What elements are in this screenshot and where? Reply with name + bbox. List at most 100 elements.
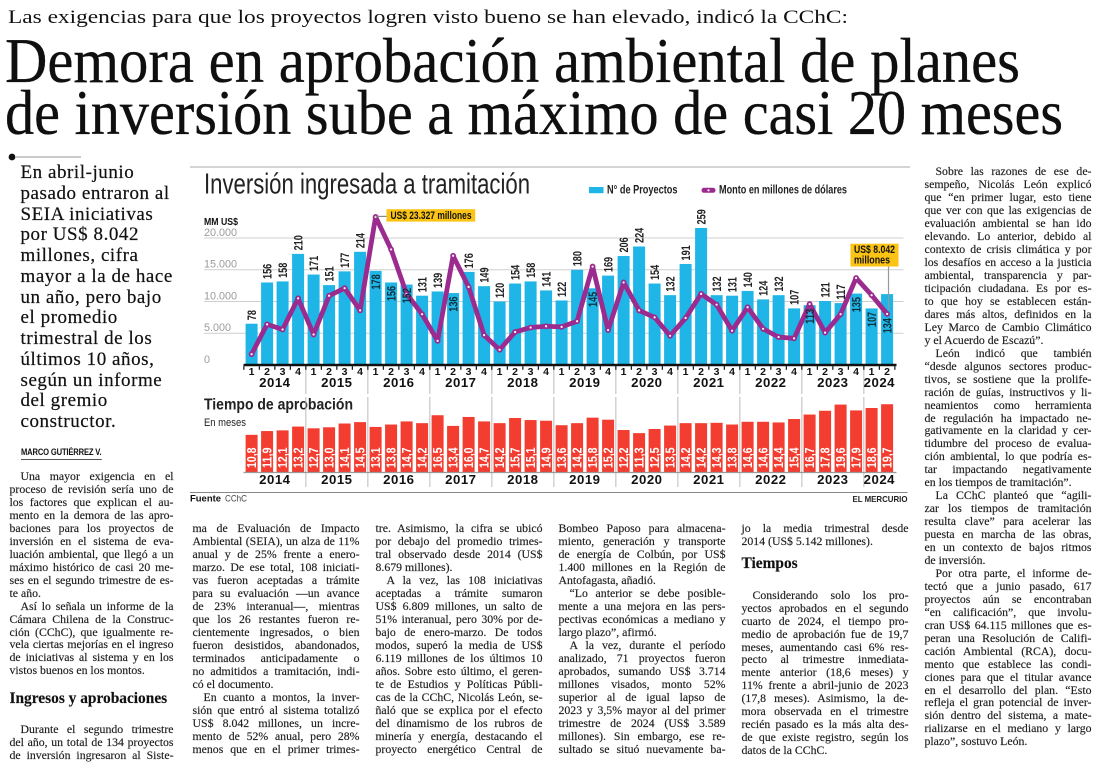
svg-text:13,5: 13,5 [664, 448, 678, 469]
svg-text:2022: 2022 [755, 375, 786, 390]
svg-text:1: 1 [249, 366, 255, 378]
svg-text:2015: 2015 [321, 472, 352, 487]
svg-text:Tiempo de aprobación: Tiempo de aprobación [204, 397, 353, 414]
svg-text:2022: 2022 [755, 472, 786, 487]
svg-text:4: 4 [791, 366, 797, 378]
svg-text:2015: 2015 [321, 375, 352, 390]
svg-text:14,5: 14,5 [354, 448, 368, 469]
svg-text:132: 132 [774, 276, 786, 291]
svg-text:121: 121 [820, 282, 832, 298]
svg-text:2: 2 [574, 366, 580, 378]
svg-text:2020: 2020 [631, 472, 662, 487]
svg-text:136: 136 [448, 297, 460, 312]
svg-text:4: 4 [295, 366, 301, 378]
svg-text:2023: 2023 [817, 472, 848, 487]
svg-text:2021: 2021 [693, 472, 724, 487]
svg-text:2: 2 [698, 366, 704, 378]
svg-text:131: 131 [727, 277, 739, 293]
svg-text:13,2: 13,2 [292, 448, 306, 469]
svg-text:2019: 2019 [569, 375, 600, 390]
svg-text:1: 1 [435, 366, 441, 378]
svg-text:14,1: 14,1 [338, 448, 352, 469]
svg-text:1: 1 [497, 366, 503, 378]
svg-text:78: 78 [247, 310, 259, 321]
svg-text:millones: millones [854, 255, 890, 267]
svg-text:2: 2 [388, 366, 394, 378]
svg-text:18,6: 18,6 [865, 448, 879, 469]
svg-text:16,7: 16,7 [803, 448, 817, 469]
svg-text:1: 1 [621, 366, 627, 378]
svg-text:158: 158 [526, 262, 538, 278]
svg-text:141: 141 [541, 271, 553, 287]
svg-text:17,9: 17,9 [850, 448, 864, 469]
svg-text:124: 124 [758, 280, 770, 296]
svg-text:2: 2 [512, 366, 518, 378]
svg-text:13,1: 13,1 [369, 448, 383, 469]
svg-text:206: 206 [619, 237, 631, 252]
svg-text:210: 210 [293, 235, 305, 250]
svg-text:156: 156 [386, 286, 398, 301]
svg-text:107: 107 [789, 290, 801, 305]
svg-text:3: 3 [342, 366, 348, 378]
svg-text:3: 3 [590, 366, 596, 378]
svg-text:14,3: 14,3 [710, 448, 724, 469]
svg-text:2: 2 [264, 366, 270, 378]
svg-text:3: 3 [652, 366, 658, 378]
svg-text:1: 1 [373, 366, 379, 378]
svg-text:4: 4 [667, 366, 673, 378]
svg-text:1: 1 [559, 366, 565, 378]
svg-text:2: 2 [884, 366, 890, 378]
svg-text:US$ 8.042: US$ 8.042 [854, 244, 895, 256]
svg-text:20.000: 20.000 [204, 227, 237, 239]
svg-text:19,7: 19,7 [881, 448, 895, 469]
svg-text:177: 177 [340, 253, 352, 268]
svg-text:0: 0 [204, 354, 210, 366]
svg-text:US$ 23.327 millones: US$ 23.327 millones [391, 210, 472, 222]
svg-text:4: 4 [357, 366, 363, 378]
svg-text:MM US$: MM US$ [204, 216, 238, 228]
svg-text:169: 169 [603, 257, 615, 272]
svg-text:117: 117 [836, 284, 848, 299]
svg-text:Monto en millones de dólares: Monto en millones de dólares [719, 185, 847, 197]
svg-text:4: 4 [481, 366, 487, 378]
svg-text:4: 4 [605, 366, 611, 378]
svg-text:149: 149 [479, 267, 491, 282]
svg-text:13,8: 13,8 [385, 448, 399, 469]
svg-text:131: 131 [417, 277, 429, 293]
svg-text:2017: 2017 [445, 472, 476, 487]
svg-text:3: 3 [404, 366, 410, 378]
svg-text:5.000: 5.000 [204, 322, 231, 334]
svg-text:12,7: 12,7 [307, 448, 321, 469]
svg-text:14,6: 14,6 [741, 448, 755, 469]
svg-text:2: 2 [760, 366, 766, 378]
svg-text:N° de Proyectos: N° de Proyectos [607, 185, 678, 197]
svg-text:12,2: 12,2 [617, 448, 631, 469]
svg-text:156: 156 [262, 264, 274, 279]
svg-text:145: 145 [588, 291, 600, 307]
svg-text:15,7: 15,7 [508, 448, 522, 469]
svg-text:122: 122 [557, 282, 569, 297]
svg-text:10,8: 10,8 [245, 448, 259, 469]
svg-text:3: 3 [466, 366, 472, 378]
svg-text:12,5: 12,5 [648, 448, 662, 469]
svg-text:14,7: 14,7 [478, 448, 492, 469]
svg-text:14,7: 14,7 [400, 448, 414, 469]
svg-text:2: 2 [326, 366, 332, 378]
svg-text:152: 152 [402, 288, 414, 303]
svg-text:2018: 2018 [507, 375, 538, 390]
svg-text:2023: 2023 [817, 375, 848, 390]
svg-text:14,6: 14,6 [757, 448, 771, 469]
svg-text:1: 1 [807, 366, 813, 378]
svg-text:120: 120 [495, 283, 507, 298]
svg-text:4: 4 [853, 366, 859, 378]
svg-text:2024: 2024 [864, 472, 896, 487]
svg-text:1: 1 [311, 366, 317, 378]
svg-text:3: 3 [838, 366, 844, 378]
svg-text:14,2: 14,2 [695, 448, 709, 469]
svg-text:154: 154 [650, 264, 662, 280]
svg-text:15,1: 15,1 [524, 448, 538, 469]
svg-text:1: 1 [869, 366, 875, 378]
svg-text:15,4: 15,4 [788, 448, 802, 469]
svg-text:19,6: 19,6 [834, 448, 848, 469]
svg-text:3: 3 [776, 366, 782, 378]
